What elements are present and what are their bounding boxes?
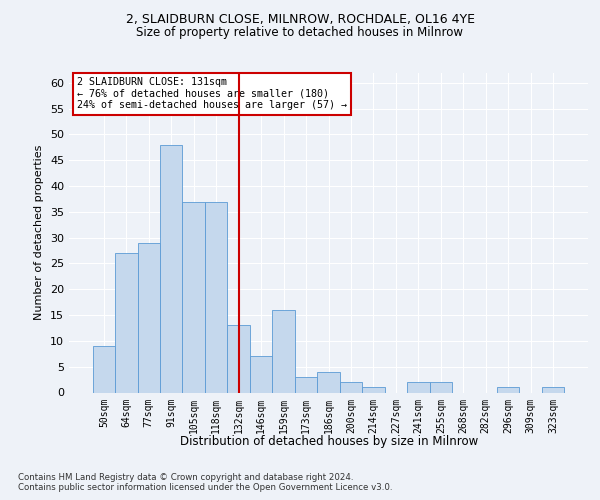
Bar [542, 388, 565, 392]
Text: 2 SLAIDBURN CLOSE: 131sqm
← 76% of detached houses are smaller (180)
24% of semi: 2 SLAIDBURN CLOSE: 131sqm ← 76% of detac… [77, 78, 347, 110]
Text: 2, SLAIDBURN CLOSE, MILNROW, ROCHDALE, OL16 4YE: 2, SLAIDBURN CLOSE, MILNROW, ROCHDALE, O… [125, 12, 475, 26]
Bar [430, 382, 452, 392]
Bar [205, 202, 227, 392]
Bar [497, 388, 520, 392]
Bar [250, 356, 272, 392]
Y-axis label: Number of detached properties: Number of detached properties [34, 145, 44, 320]
Bar [115, 253, 137, 392]
Bar [362, 388, 385, 392]
Bar [160, 145, 182, 392]
Text: Distribution of detached houses by size in Milnrow: Distribution of detached houses by size … [179, 435, 478, 448]
Bar [272, 310, 295, 392]
Bar [92, 346, 115, 393]
Bar [295, 377, 317, 392]
Bar [182, 202, 205, 392]
Bar [227, 326, 250, 392]
Text: Contains public sector information licensed under the Open Government Licence v3: Contains public sector information licen… [18, 484, 392, 492]
Bar [407, 382, 430, 392]
Text: Contains HM Land Registry data © Crown copyright and database right 2024.: Contains HM Land Registry data © Crown c… [18, 472, 353, 482]
Bar [137, 243, 160, 392]
Text: Size of property relative to detached houses in Milnrow: Size of property relative to detached ho… [137, 26, 464, 39]
Bar [317, 372, 340, 392]
Bar [340, 382, 362, 392]
